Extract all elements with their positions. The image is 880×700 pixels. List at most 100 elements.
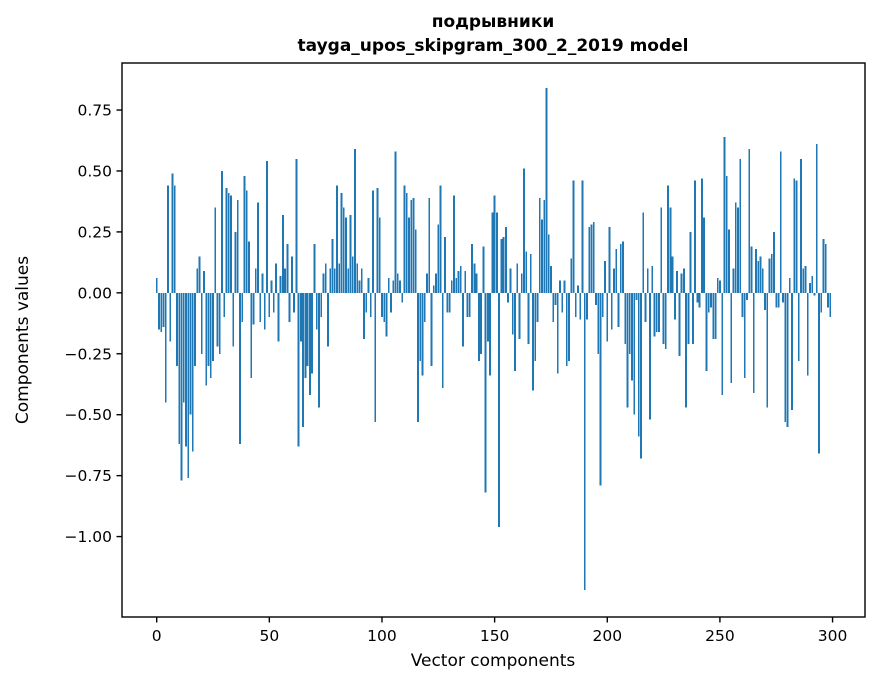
bar — [216, 292, 219, 347]
bar — [502, 236, 505, 293]
bar — [773, 231, 775, 293]
bar — [592, 222, 595, 293]
bar — [288, 292, 291, 323]
bar — [493, 195, 496, 293]
bar — [757, 261, 760, 293]
bar — [797, 292, 800, 362]
x-tick-label: 50 — [259, 627, 279, 645]
bar — [376, 188, 379, 293]
bar — [662, 292, 665, 345]
bar — [155, 278, 158, 293]
bar — [583, 292, 586, 591]
bar — [545, 88, 548, 293]
bar — [694, 180, 697, 293]
bar — [804, 266, 807, 293]
bar — [315, 292, 318, 330]
bar — [331, 239, 334, 293]
bar — [367, 278, 370, 293]
bar — [423, 292, 426, 323]
bar — [390, 292, 392, 313]
bar — [187, 292, 190, 479]
bar — [509, 268, 512, 293]
bar — [417, 292, 419, 423]
bar — [221, 170, 223, 293]
bar — [714, 292, 717, 340]
bar — [534, 292, 537, 362]
bar — [167, 185, 169, 293]
bar — [336, 185, 338, 293]
bar — [410, 200, 413, 293]
bar — [245, 190, 248, 293]
y-tick-label: 0.75 — [77, 102, 112, 120]
bar — [212, 292, 214, 362]
bar — [284, 268, 287, 293]
x-tick-label: 0 — [152, 627, 162, 645]
bar — [450, 280, 453, 293]
bar — [822, 239, 825, 293]
bar — [768, 258, 771, 293]
bar — [257, 202, 259, 293]
bar — [495, 212, 498, 293]
chart-title: подрывники — [432, 12, 555, 32]
bar — [318, 292, 320, 408]
bar — [532, 292, 534, 391]
bar — [225, 188, 228, 293]
bar — [737, 207, 739, 293]
bar — [426, 273, 428, 293]
bar — [191, 292, 194, 452]
bar — [795, 180, 798, 293]
bar — [358, 280, 361, 293]
bar — [782, 292, 784, 303]
bar — [453, 195, 455, 293]
bar — [290, 256, 293, 293]
bar — [649, 292, 651, 420]
bar — [538, 197, 541, 293]
bar — [554, 292, 557, 306]
bars-series — [155, 88, 832, 591]
chart-subtitle: tayga_upos_skipgram_300_2_2019 model — [298, 36, 689, 56]
bar — [520, 273, 523, 293]
bar — [473, 263, 476, 293]
bar — [414, 229, 417, 293]
bar — [563, 280, 566, 293]
bar — [572, 180, 575, 293]
bar — [387, 278, 390, 293]
bar — [829, 292, 832, 318]
bar — [428, 197, 431, 293]
bar — [678, 292, 681, 357]
bar — [671, 256, 674, 293]
bar — [606, 292, 609, 342]
bar — [299, 292, 302, 342]
bar — [613, 268, 615, 293]
bar — [791, 292, 793, 410]
bar — [741, 292, 744, 318]
bar — [491, 212, 494, 293]
bar — [365, 292, 368, 313]
bar — [171, 173, 174, 293]
bar — [525, 251, 528, 293]
bar — [241, 292, 244, 323]
bar — [198, 256, 201, 293]
bar — [383, 292, 386, 323]
bar — [475, 273, 478, 293]
bar — [809, 283, 811, 293]
bar — [660, 207, 663, 293]
bar — [793, 178, 796, 293]
bar — [577, 285, 579, 293]
bar — [205, 292, 208, 386]
bar — [642, 212, 645, 293]
bar — [178, 292, 181, 444]
bar — [394, 151, 397, 293]
bar — [369, 292, 372, 318]
bar — [568, 292, 570, 362]
bar — [444, 236, 446, 293]
bar — [653, 292, 656, 337]
bar — [498, 292, 501, 527]
bar — [302, 292, 305, 427]
bar — [354, 149, 356, 293]
bar — [624, 292, 627, 345]
bar — [486, 292, 489, 342]
bar — [232, 292, 235, 347]
bar — [324, 263, 327, 293]
